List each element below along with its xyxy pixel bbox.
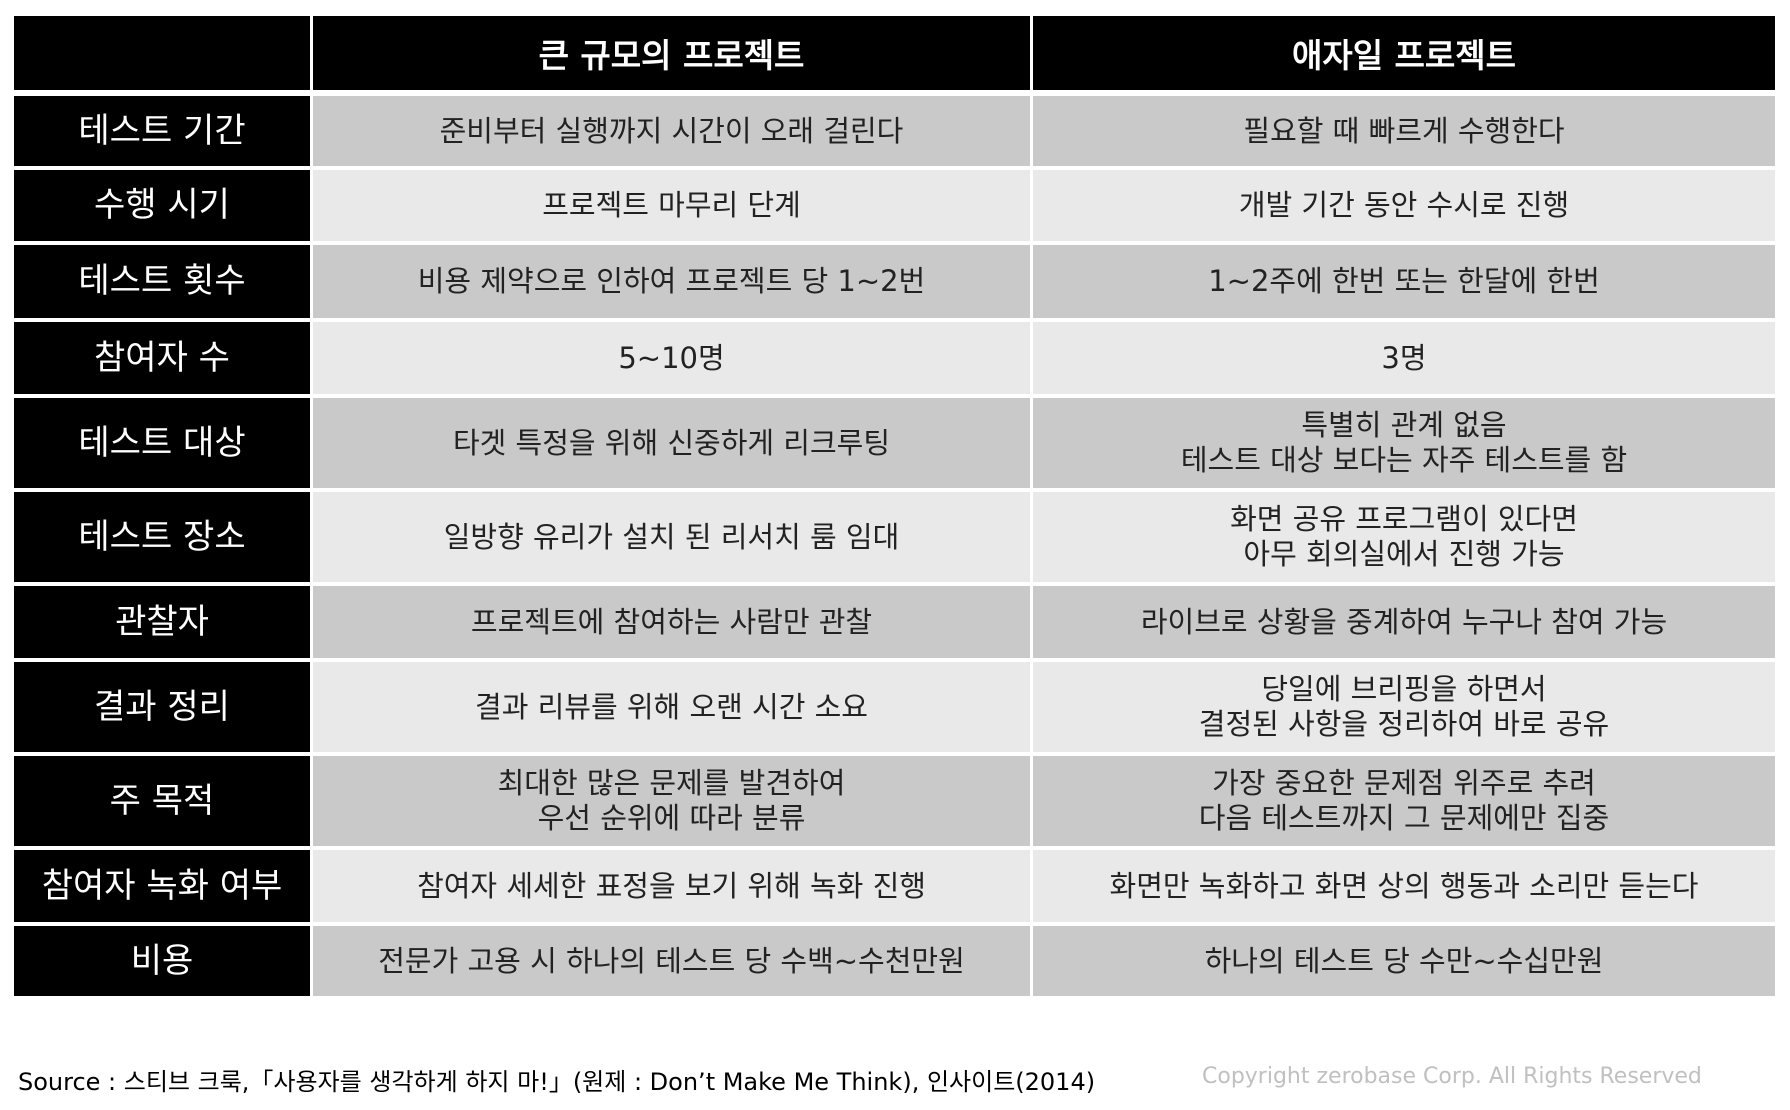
cell-text: 프로젝트 마무리 단계 <box>542 188 801 222</box>
cell-large: 5~10명 <box>310 322 1030 398</box>
cell-agile: 특별히 관계 없음 테스트 대상 보다는 자주 테스트를 함 <box>1030 398 1775 492</box>
cell-agile: 화면만 녹화하고 화면 상의 행동과 소리만 듣는다 <box>1030 850 1775 926</box>
cell-text: 아무 회의실에서 진행 가능 <box>1243 537 1565 571</box>
cell-text: 프로젝트에 참여하는 사람만 관찰 <box>470 604 873 639</box>
cell-agile: 개발 기간 동안 수시로 진행 <box>1030 170 1775 245</box>
cell-text: 3명 <box>1381 340 1427 375</box>
comparison-table: 큰 규모의 프로젝트 애자일 프로젝트 테스트 기간 준비부터 실행까지 시간이 … <box>14 16 1775 1000</box>
cell-agile: 라이브로 상황을 중계하여 누구나 참여 가능 <box>1030 586 1775 662</box>
cell-text: 참여자 세세한 표정을 보기 위해 녹화 진행 <box>417 868 926 903</box>
cell-text: 화면만 녹화하고 화면 상의 행동과 소리만 듣는다 <box>1109 868 1699 903</box>
cell-text: 하나의 테스트 당 수만~수십만원 <box>1204 943 1604 978</box>
table-row: 참여자 녹화 여부 참여자 세세한 표정을 보기 위해 녹화 진행 화면만 녹화하고… <box>14 850 1775 926</box>
cell-text: 필요할 때 빠르게 수행한다 <box>1243 113 1565 148</box>
cell-large: 최대한 많은 문제를 발견하여 우선 순위에 따라 분류 <box>310 756 1030 850</box>
row-label: 테스트 횟수 <box>14 245 310 322</box>
table-row: 주 목적 최대한 많은 문제를 발견하여 우선 순위에 따라 분류 가장 중요한 문제… <box>14 756 1775 850</box>
cell-large: 비용 제약으로 인하여 프로젝트 당 1~2번 <box>310 245 1030 322</box>
table-row: 참여자 수 5~10명 3명 <box>14 322 1775 398</box>
cell-text: 특별히 관계 없음 <box>1301 408 1507 442</box>
table-row: 테스트 횟수 비용 제약으로 인하여 프로젝트 당 1~2번 1~2주에 한번 또는… <box>14 245 1775 322</box>
source-citation: Source : 스티브 크룩,「사용자를 생각하게 하지 마!」(원제 : D… <box>18 1068 1096 1096</box>
header-row: 큰 규모의 프로젝트 애자일 프로젝트 <box>14 16 1775 96</box>
cell-text: 최대한 많은 문제를 발견하여 <box>497 766 846 800</box>
corner-cell <box>14 16 310 96</box>
row-label: 테스트 기간 <box>14 96 310 170</box>
table-row: 수행 시기 프로젝트 마무리 단계 개발 기간 동안 수시로 진행 <box>14 170 1775 245</box>
cell-text: 타겟 특정을 위해 신중하게 리크루팅 <box>452 425 891 460</box>
cell-text: 다음 테스트까지 그 문제에만 집중 <box>1198 801 1610 835</box>
cell-text: 전문가 고용 시 하나의 테스트 당 수백~수천만원 <box>378 943 965 978</box>
cell-text: 5~10명 <box>618 340 725 375</box>
header-large-project: 큰 규모의 프로젝트 <box>310 16 1030 96</box>
cell-text: 일방향 유리가 설치 된 리서치 룸 임대 <box>443 519 900 554</box>
table-row: 관찰자 프로젝트에 참여하는 사람만 관찰 라이브로 상황을 중계하여 누구나 참여… <box>14 586 1775 662</box>
row-label: 관찰자 <box>14 586 310 662</box>
row-label: 비용 <box>14 926 310 1000</box>
cell-agile: 당일에 브리핑을 하면서 결정된 사항을 정리하여 바로 공유 <box>1030 662 1775 756</box>
cell-text: 준비부터 실행까지 시간이 오래 걸린다 <box>439 113 904 148</box>
header-agile-project: 애자일 프로젝트 <box>1030 16 1775 96</box>
table-row: 테스트 장소 일방향 유리가 설치 된 리서치 룸 임대 화면 공유 프로그램이 있… <box>14 492 1775 586</box>
table-row: 테스트 기간 준비부터 실행까지 시간이 오래 걸린다 필요할 때 빠르게 수행한다 <box>14 96 1775 170</box>
cell-large: 프로젝트에 참여하는 사람만 관찰 <box>310 586 1030 662</box>
cell-text: 결정된 사항을 정리하여 바로 공유 <box>1198 707 1610 741</box>
row-label: 수행 시기 <box>14 170 310 245</box>
row-label: 참여자 녹화 여부 <box>14 850 310 926</box>
cell-text: 화면 공유 프로그램이 있다면 <box>1230 502 1578 536</box>
cell-large: 타겟 특정을 위해 신중하게 리크루팅 <box>310 398 1030 492</box>
cell-text: 가장 중요한 문제점 위주로 추려 <box>1212 766 1596 800</box>
copyright-notice: Copyright zerobase Corp. All Rights Rese… <box>1202 1064 1702 1089</box>
cell-text: 개발 기간 동안 수시로 진행 <box>1238 188 1570 222</box>
cell-large: 결과 리뷰를 위해 오랜 시간 소요 <box>310 662 1030 756</box>
cell-text: 결과 리뷰를 위해 오랜 시간 소요 <box>475 689 868 724</box>
cell-agile: 1~2주에 한번 또는 한달에 한번 <box>1030 245 1775 322</box>
cell-large: 참여자 세세한 표정을 보기 위해 녹화 진행 <box>310 850 1030 926</box>
cell-large: 전문가 고용 시 하나의 테스트 당 수백~수천만원 <box>310 926 1030 1000</box>
cell-large: 프로젝트 마무리 단계 <box>310 170 1030 245</box>
cell-large: 준비부터 실행까지 시간이 오래 걸린다 <box>310 96 1030 170</box>
cell-text: 라이브로 상황을 중계하여 누구나 참여 가능 <box>1140 604 1668 639</box>
table-row: 테스트 대상 타겟 특정을 위해 신중하게 리크루팅 특별히 관계 없음 테스트 대상… <box>14 398 1775 492</box>
table-row: 비용 전문가 고용 시 하나의 테스트 당 수백~수천만원 하나의 테스트 당 수만… <box>14 926 1775 1000</box>
table-row: 결과 정리 결과 리뷰를 위해 오랜 시간 소요 당일에 브리핑을 하면서 결정된 사… <box>14 662 1775 756</box>
cell-agile: 필요할 때 빠르게 수행한다 <box>1030 96 1775 170</box>
cell-text: 우선 순위에 따라 분류 <box>537 801 806 835</box>
cell-text: 당일에 브리핑을 하면서 <box>1261 672 1547 706</box>
cell-large: 일방향 유리가 설치 된 리서치 룸 임대 <box>310 492 1030 586</box>
cell-text: 1~2주에 한번 또는 한달에 한번 <box>1208 264 1600 298</box>
row-label: 테스트 장소 <box>14 492 310 586</box>
cell-agile: 하나의 테스트 당 수만~수십만원 <box>1030 926 1775 1000</box>
cell-agile: 3명 <box>1030 322 1775 398</box>
cell-agile: 가장 중요한 문제점 위주로 추려 다음 테스트까지 그 문제에만 집중 <box>1030 756 1775 850</box>
cell-agile: 화면 공유 프로그램이 있다면 아무 회의실에서 진행 가능 <box>1030 492 1775 586</box>
row-label: 결과 정리 <box>14 662 310 756</box>
cell-text: 테스트 대상 보다는 자주 테스트를 함 <box>1180 443 1628 477</box>
row-label: 참여자 수 <box>14 322 310 398</box>
cell-text: 비용 제약으로 인하여 프로젝트 당 1~2번 <box>417 264 926 298</box>
row-label: 테스트 대상 <box>14 398 310 492</box>
row-label: 주 목적 <box>14 756 310 850</box>
